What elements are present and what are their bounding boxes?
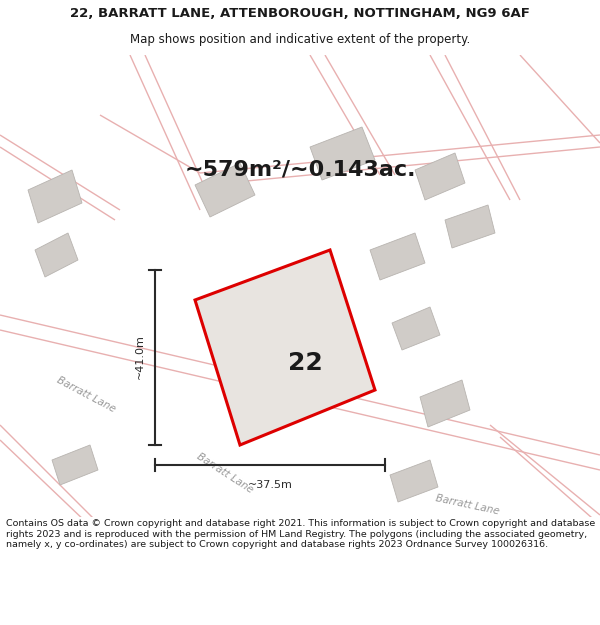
Polygon shape — [35, 233, 78, 277]
Text: 22: 22 — [287, 351, 322, 375]
Text: ~37.5m: ~37.5m — [248, 480, 292, 490]
Text: ~579m²/~0.143ac.: ~579m²/~0.143ac. — [184, 160, 416, 180]
Text: Barratt Lane: Barratt Lane — [195, 451, 255, 495]
Polygon shape — [52, 445, 98, 485]
Polygon shape — [28, 170, 82, 223]
Text: Barratt Lane: Barratt Lane — [55, 376, 117, 414]
Text: 22, BARRATT LANE, ATTENBOROUGH, NOTTINGHAM, NG9 6AF: 22, BARRATT LANE, ATTENBOROUGH, NOTTINGH… — [70, 8, 530, 20]
Polygon shape — [370, 233, 425, 280]
Text: ~41.0m: ~41.0m — [135, 334, 145, 379]
Polygon shape — [445, 205, 495, 248]
Polygon shape — [390, 460, 438, 502]
Polygon shape — [392, 307, 440, 350]
Polygon shape — [195, 163, 255, 217]
Polygon shape — [415, 153, 465, 200]
Text: Contains OS data © Crown copyright and database right 2021. This information is : Contains OS data © Crown copyright and d… — [6, 519, 595, 549]
Text: Map shows position and indicative extent of the property.: Map shows position and indicative extent… — [130, 33, 470, 46]
Polygon shape — [310, 127, 375, 180]
Polygon shape — [420, 380, 470, 427]
Polygon shape — [195, 250, 375, 445]
Text: Barratt Lane: Barratt Lane — [435, 493, 500, 517]
